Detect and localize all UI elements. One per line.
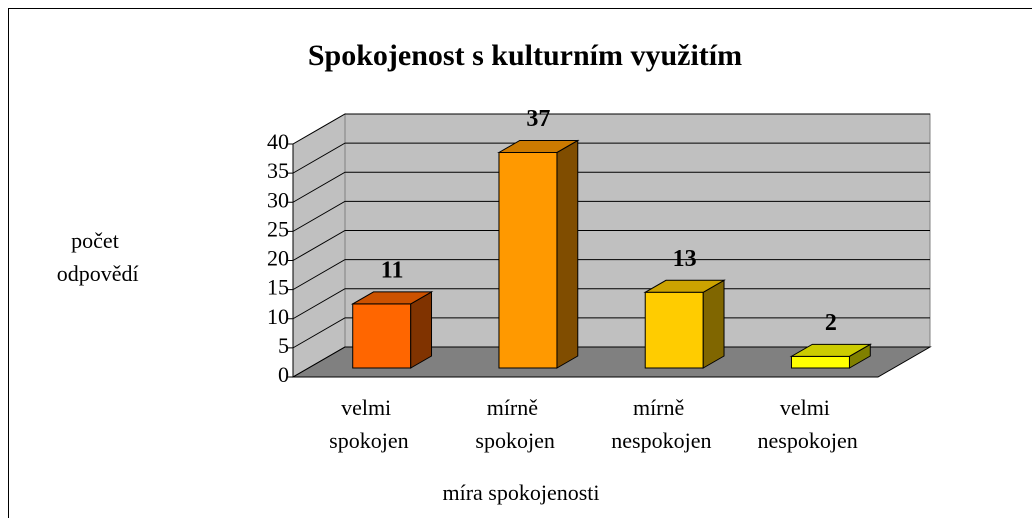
x-tick-label: velmi spokojen xyxy=(324,395,409,453)
bar-face xyxy=(643,279,726,293)
y-tick-label: 5 xyxy=(278,333,289,358)
value-label: 2 xyxy=(825,310,837,336)
grid-line xyxy=(292,346,930,378)
x-tick-label: velmi nespokojen xyxy=(752,395,858,453)
grid-line xyxy=(292,317,930,349)
bar-face xyxy=(702,279,725,369)
bar xyxy=(350,291,434,369)
x-tick-label: mírně nespokojen xyxy=(606,395,712,453)
grid-line xyxy=(292,113,930,145)
y-tick-label: 15 xyxy=(267,275,289,300)
bar xyxy=(643,279,726,369)
grid-line xyxy=(292,200,930,232)
grid-line xyxy=(292,230,930,261)
x-tick-label: mírně spokojen xyxy=(470,395,555,453)
bar-face xyxy=(350,291,434,305)
bar xyxy=(789,343,873,369)
grid-line xyxy=(292,142,930,174)
chart-title: Spokojenost s kulturním využitím xyxy=(308,39,742,72)
grid-line xyxy=(292,288,930,320)
y-tick-label: 10 xyxy=(267,304,289,329)
bar-face xyxy=(410,291,433,369)
value-label: 37 xyxy=(526,106,550,132)
bar-face xyxy=(644,291,704,369)
y-tick-label: 20 xyxy=(267,246,289,271)
y-tick-label: 0 xyxy=(278,362,289,387)
bar-face xyxy=(352,303,412,369)
y-tick-label: 35 xyxy=(267,158,289,183)
grid-line xyxy=(292,259,930,291)
y-tick-label: 40 xyxy=(267,129,289,154)
y-tick-label: 30 xyxy=(267,187,289,212)
x-axis-label: míra spokojenosti xyxy=(442,480,599,505)
bar-face xyxy=(789,343,873,357)
grid-line xyxy=(292,171,930,203)
bar-face xyxy=(556,139,579,369)
y-tick-label: 25 xyxy=(267,216,289,241)
y-axis-label: počet odpovědí xyxy=(51,228,138,286)
bar-face xyxy=(790,355,850,369)
value-label: 13 xyxy=(673,246,697,272)
bar xyxy=(497,139,580,369)
value-label: 11 xyxy=(381,257,404,283)
bar-face xyxy=(497,139,580,153)
bar-face xyxy=(498,151,558,369)
